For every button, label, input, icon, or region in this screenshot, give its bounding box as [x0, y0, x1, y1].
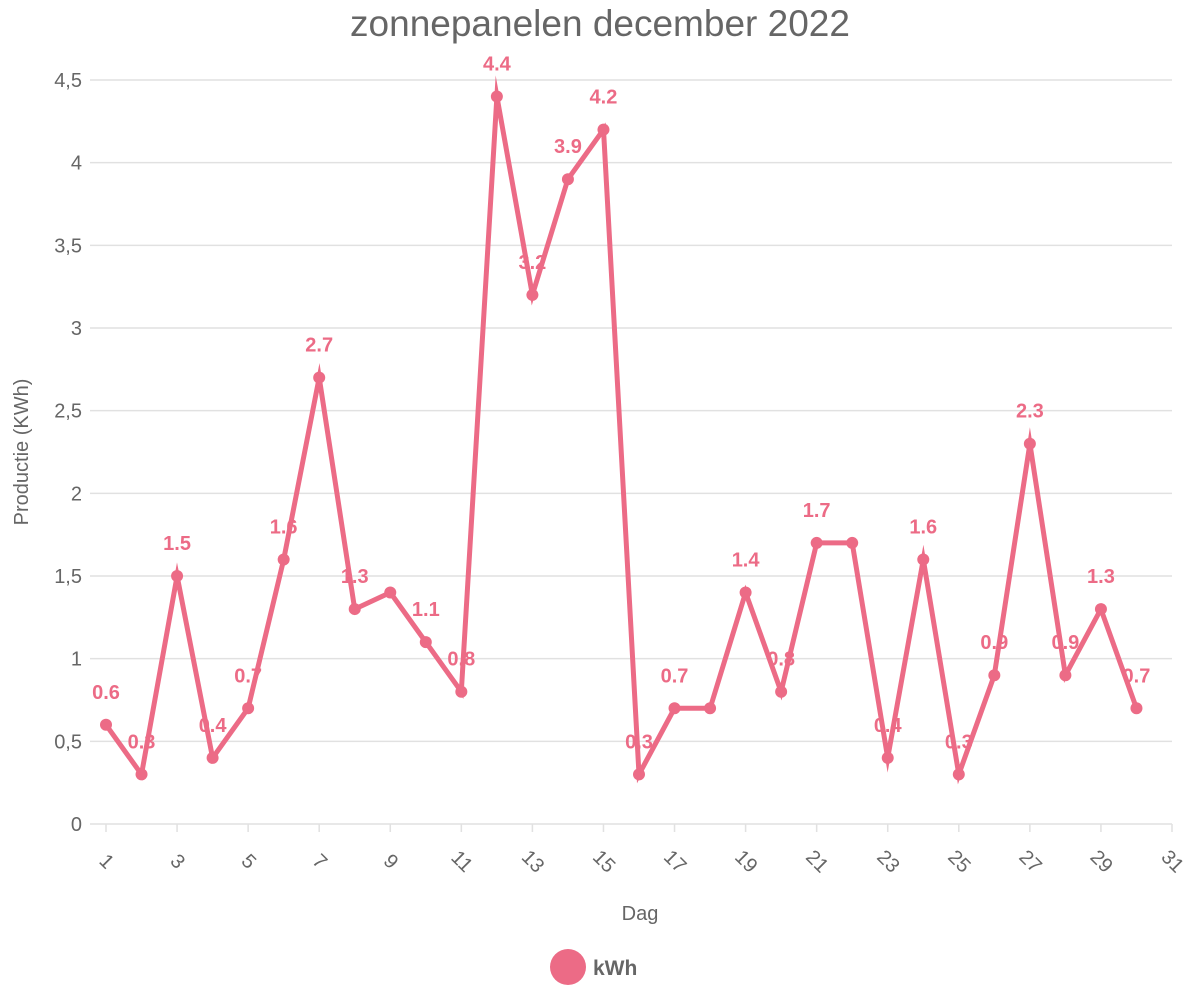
data-label: 0.4 [874, 715, 903, 737]
data-point [242, 702, 255, 715]
data-label: 1.4 [732, 550, 761, 572]
data-point [455, 685, 468, 698]
y-tick-label: 2 [71, 483, 82, 505]
data-point [775, 685, 788, 698]
x-axis-label: Dag [622, 903, 659, 925]
x-tick-label: 23 [872, 846, 903, 877]
data-point [100, 718, 112, 731]
data-point [277, 553, 290, 566]
data-label: 1.3 [341, 566, 369, 588]
data-point [810, 536, 823, 549]
x-tick-label: 13 [517, 846, 548, 877]
chart-title: zonnepanelen december 2022 [350, 3, 850, 44]
x-tick-label: 27 [1014, 846, 1045, 877]
data-point [1130, 702, 1143, 715]
data-point [633, 768, 645, 781]
data-labels: 0.6 0.3 1.5 0.4 0.7 1.6 2.7 1.3 1.1 0.8 4.4 3.2 3.9 4… [92, 54, 1150, 754]
y-tick-label: 3 [71, 318, 82, 340]
data-label: 0.4 [199, 715, 228, 737]
data-point [1023, 437, 1036, 450]
y-tick-label: 1 [71, 649, 82, 671]
data-label: 4.2 [590, 87, 618, 109]
data-point [1094, 603, 1107, 616]
data-point [597, 123, 610, 136]
y-axis-label: Productie (KWh) [11, 379, 33, 526]
data-label: 1.7 [803, 500, 831, 522]
data-label: 0.3 [945, 731, 973, 753]
series-line [103, 75, 1139, 785]
x-tick-label: 21 [801, 846, 832, 877]
data-point [171, 570, 184, 582]
x-tick-label: 15 [588, 846, 619, 877]
data-label: 1.6 [909, 516, 937, 538]
data-label: 0.7 [234, 665, 262, 687]
data-label: 0.7 [1123, 665, 1151, 687]
data-point [526, 288, 539, 301]
data-point [206, 751, 219, 764]
data-label: 0.9 [980, 632, 1008, 654]
data-point [384, 586, 397, 599]
data-label: 2.7 [305, 335, 333, 357]
data-point [952, 768, 965, 781]
y-tick-label: 0,5 [54, 731, 82, 753]
grid [90, 79, 1172, 825]
x-axis-ticks: 1 3 5 7 9 11 13 15 17 19 21 23 25 27 29 31 [95, 824, 1188, 877]
data-point [881, 751, 894, 764]
data-label: 3.9 [554, 136, 582, 158]
data-point [419, 636, 432, 649]
data-label: 0.3 [625, 731, 653, 753]
y-tick-label: 4,5 [54, 70, 82, 92]
data-label: 3.2 [518, 252, 546, 274]
y-tick-label: 3,5 [54, 235, 82, 257]
legend[interactable]: kWh [550, 949, 637, 985]
y-axis-ticks: 0 0,5 1 1,5 2 2,5 3 3,5 4 4,5 [54, 70, 82, 836]
data-point [561, 173, 574, 186]
data-label: 1.6 [270, 516, 298, 538]
data-label: 0.9 [1051, 632, 1079, 654]
data-label: 1.5 [163, 533, 191, 555]
y-tick-label: 4 [71, 153, 82, 175]
data-label: 0.7 [661, 665, 689, 687]
data-label: 0.3 [128, 731, 156, 753]
data-label: 4.4 [483, 54, 512, 76]
series-kwh [100, 75, 1143, 785]
x-tick-label: 9 [379, 850, 402, 873]
x-tick-label: 25 [943, 846, 974, 877]
x-tick-label: 29 [1086, 846, 1117, 877]
y-tick-label: 2,5 [54, 401, 82, 423]
data-point [846, 536, 859, 549]
legend-label: kWh [593, 957, 637, 980]
data-label: 1.1 [412, 599, 440, 621]
x-tick-label: 1 [95, 850, 118, 873]
y-tick-label: 1,5 [54, 566, 82, 588]
data-point [490, 90, 503, 103]
data-point [704, 702, 717, 715]
x-tick-label: 31 [1157, 846, 1188, 877]
x-tick-label: 7 [308, 850, 331, 873]
data-point [135, 768, 148, 781]
data-point [1059, 669, 1072, 682]
data-point [313, 371, 326, 384]
x-tick-label: 3 [166, 850, 189, 873]
x-tick-label: 5 [237, 850, 260, 873]
x-tick-label: 19 [730, 846, 761, 877]
data-label: 0.8 [767, 649, 795, 671]
data-label: 2.3 [1016, 401, 1044, 423]
data-point [988, 669, 1001, 682]
data-point [348, 603, 361, 616]
data-point [917, 553, 930, 566]
data-label: 1.3 [1087, 566, 1115, 588]
data-label: 0.6 [92, 682, 120, 704]
data-point [739, 586, 752, 599]
x-tick-label: 17 [659, 846, 690, 877]
x-tick-label: 11 [446, 847, 476, 877]
data-label: 0.8 [447, 649, 475, 671]
legend-marker [550, 949, 586, 985]
data-point [668, 702, 681, 715]
y-tick-label: 0 [71, 814, 82, 836]
